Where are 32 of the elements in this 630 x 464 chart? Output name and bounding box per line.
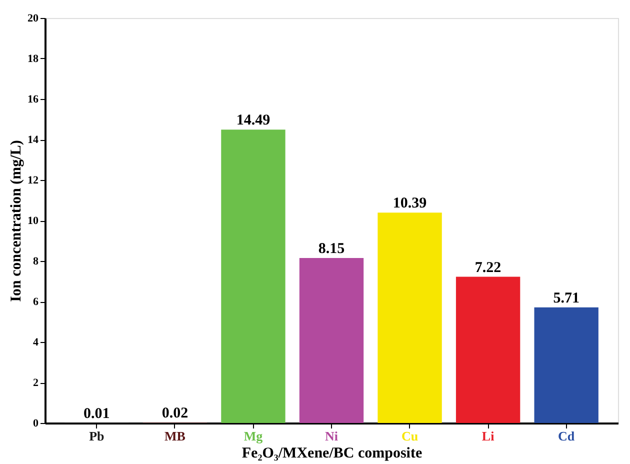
x-tick-label: Li [482,428,495,444]
x-tick-label: MB [164,428,186,444]
y-tick-label: 10 [28,215,39,227]
y-tick-label: 14 [28,134,39,146]
x-tick-label: Cu [401,428,418,444]
y-tick-label: 2 [33,377,39,389]
y-tick-label: 8 [33,256,39,268]
data-label: 0.01 [84,406,110,422]
y-tick-label: 6 [33,296,39,308]
y-tick-label: 0 [33,418,39,430]
y-tick-label: 12 [28,174,39,186]
data-label: 10.39 [392,196,427,212]
data-label: 14.49 [236,112,270,129]
x-tick-label: Pb [89,428,104,444]
data-label: 5.71 [553,290,580,306]
y-tick-label: 16 [28,94,39,106]
data-label: 8.15 [318,240,345,257]
y-tick-label: 20 [28,12,39,24]
bar [456,276,520,423]
x-axis-title: Fe₂O₃/MXene/BC composite [242,446,422,462]
x-tick-label: Ni [325,428,338,444]
y-axis-title: Ion concentration (mg/L) [8,140,24,302]
y-tick-label: 18 [28,53,39,65]
x-tick-label: Mg [244,428,264,444]
bar [534,307,598,423]
bar [378,212,442,423]
data-label: 0.02 [162,406,188,422]
bar [221,130,286,423]
data-label: 7.22 [474,260,502,276]
x-tick-label: Cd [558,428,576,444]
y-tick-label: 4 [33,336,39,348]
bar [299,258,364,423]
